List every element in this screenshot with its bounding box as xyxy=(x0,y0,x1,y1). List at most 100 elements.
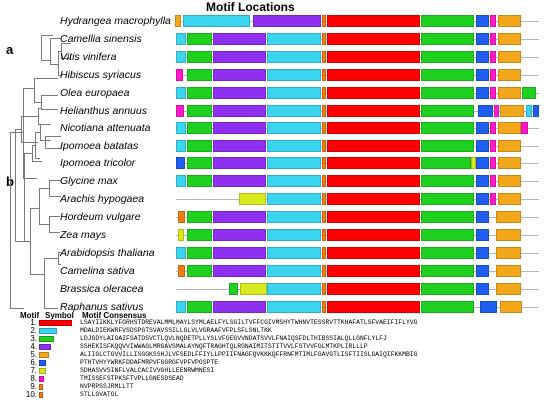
motif-block-2 xyxy=(267,122,321,134)
motif-block-4 xyxy=(253,15,321,27)
motif-block-6 xyxy=(476,157,489,169)
motif-block-9 xyxy=(322,87,326,99)
motif-block-6 xyxy=(476,193,489,205)
motif-block-6 xyxy=(478,105,493,117)
motif-block-9 xyxy=(322,33,326,45)
tree-branch xyxy=(35,132,40,133)
motif-block-3 xyxy=(187,175,212,187)
species-label: Hibiscus syriacus xyxy=(60,69,142,81)
motif-block-8 xyxy=(490,157,496,169)
tree-branch xyxy=(34,78,35,102)
motif-block-4 xyxy=(213,87,266,99)
legend-consensus-sequence: NVPRPSSJRMLLTT xyxy=(80,383,134,390)
tree-branch xyxy=(38,108,39,124)
motif-block-3 xyxy=(187,157,212,169)
tree-branch xyxy=(34,78,58,79)
motif-block-6 xyxy=(533,105,539,117)
motif-block-1 xyxy=(327,193,420,205)
legend-number: 1. xyxy=(30,318,37,327)
motif-block-3 xyxy=(421,301,474,313)
motif-block-4 xyxy=(213,140,266,152)
motif-block-1 xyxy=(327,105,420,117)
motif-block-3 xyxy=(421,175,474,187)
motif-block-6 xyxy=(176,157,185,169)
motif-block-9 xyxy=(322,157,326,169)
motif-block-3 xyxy=(421,15,474,27)
species-label: Ipomoea tricolor xyxy=(60,157,136,169)
tree-branch xyxy=(38,108,41,109)
tree-branch xyxy=(32,145,33,161)
motif-block-9 xyxy=(322,15,326,27)
motif-block-6 xyxy=(476,69,489,81)
motif-block-8 xyxy=(490,140,496,152)
motif-block-4 xyxy=(213,33,266,45)
species-label: Olea europaea xyxy=(60,87,130,99)
tree-branch xyxy=(45,136,61,137)
tree-branch xyxy=(39,224,49,225)
legend-motif-symbol xyxy=(39,352,49,358)
motif-block-4 xyxy=(213,175,266,187)
tree-branch xyxy=(35,158,40,159)
tree-branch xyxy=(21,116,38,117)
legend-number: 6. xyxy=(30,358,37,367)
motif-block-8 xyxy=(494,105,499,117)
tree-branch xyxy=(58,51,61,52)
motif-block-2 xyxy=(267,211,321,223)
species-label: Nicotiana attenuata xyxy=(60,122,151,134)
species-label: Ipomoea batatas xyxy=(60,140,139,152)
tree-branch xyxy=(15,241,24,242)
motif-block-3 xyxy=(421,87,474,99)
species-label: Hordeum vulgare xyxy=(60,211,141,223)
motif-block-8 xyxy=(176,69,183,81)
tree-branch xyxy=(24,153,25,241)
motif-block-5 xyxy=(496,247,521,259)
species-label: Camelina sativa xyxy=(60,265,135,277)
legend-motif-symbol xyxy=(39,392,43,398)
motif-block-2 xyxy=(267,105,321,117)
motif-block-1 xyxy=(327,229,420,241)
motif-block-5 xyxy=(498,51,521,63)
motif-block-5 xyxy=(498,157,521,169)
motif-block-7 xyxy=(239,193,266,205)
motif-block-3 xyxy=(421,247,474,259)
motif-block-4 xyxy=(213,211,266,223)
tree-branch xyxy=(15,129,21,130)
tree-branch xyxy=(21,142,38,143)
legend-consensus-sequence: LDJGDYLAIGAIFSATDSVCTLQVLNQDETPLLYSLVFGE… xyxy=(80,335,387,342)
legend-number: 9. xyxy=(30,382,37,391)
motif-block-8 xyxy=(490,122,496,134)
legend-number: 4. xyxy=(30,342,37,351)
tree-branch xyxy=(10,132,24,133)
motif-block-3 xyxy=(187,229,212,241)
species-label: Brassica oleracea xyxy=(60,283,144,295)
species-label: Glycine max xyxy=(60,175,118,187)
legend-number: 3. xyxy=(30,334,37,343)
motif-block-6 xyxy=(476,211,489,223)
motif-block-8 xyxy=(521,122,528,134)
motif-block-5 xyxy=(498,15,521,27)
motif-block-8 xyxy=(490,193,496,205)
motif-block-3 xyxy=(187,122,212,134)
motif-block-5 xyxy=(496,211,521,223)
motif-block-5 xyxy=(500,301,522,313)
motif-block-8 xyxy=(490,69,496,81)
motif-block-3 xyxy=(187,301,212,313)
tree-branch xyxy=(58,264,61,265)
legend-header-consensus: Motif Consensus xyxy=(82,311,147,320)
motif-block-2 xyxy=(176,33,186,45)
motif-block-7 xyxy=(178,229,184,241)
motif-block-4 xyxy=(213,301,266,313)
motif-block-9 xyxy=(322,105,326,117)
clade-label-b: b xyxy=(6,174,14,189)
motif-block-9 xyxy=(322,247,326,259)
tree-branch xyxy=(10,308,24,309)
tree-branch xyxy=(58,75,61,76)
tree-branch xyxy=(41,60,50,61)
motif-block-4 xyxy=(213,229,266,241)
legend-motif-symbol xyxy=(39,336,54,342)
motif-block-9 xyxy=(322,283,326,295)
motif-block-6 xyxy=(480,301,497,313)
legend-consensus-sequence: TMISSEFSTPKSFTVPLLGNESDSEAD xyxy=(80,375,184,382)
motif-block-2 xyxy=(176,301,186,313)
motif-block-2 xyxy=(526,105,532,117)
